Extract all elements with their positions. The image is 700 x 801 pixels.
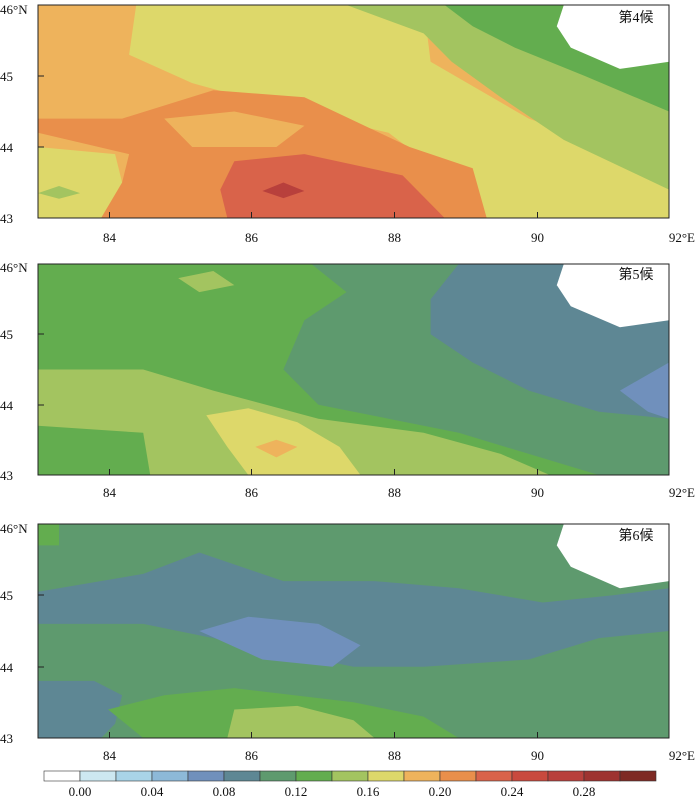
panel-1: 第4候 84 86 88 90 92°E 46°N 45 44 43 bbox=[0, 2, 695, 245]
contour-region bbox=[129, 5, 669, 218]
colorbar: 0.00 0.04 0.08 0.12 0.16 0.20 0.24 0.28 bbox=[43, 770, 657, 799]
colorbar-swatch bbox=[43, 770, 81, 782]
colorbar-swatch bbox=[79, 770, 117, 782]
colorbar-swatch bbox=[331, 770, 369, 782]
x-tick-label: 88 bbox=[388, 230, 401, 245]
y-axis: 46°N 45 44 43 bbox=[0, 521, 44, 746]
no-data-region bbox=[556, 524, 669, 589]
contour-region bbox=[38, 147, 123, 218]
contour-region bbox=[38, 552, 669, 667]
contour-region bbox=[220, 154, 445, 218]
colorbar-swatch bbox=[151, 770, 189, 782]
y-tick-label: 45 bbox=[0, 69, 13, 84]
y-tick-label: 46°N bbox=[0, 521, 28, 536]
y-tick-label: 44 bbox=[0, 660, 14, 675]
x-tick-label: 86 bbox=[245, 748, 259, 763]
y-tick-label: 43 bbox=[0, 211, 13, 226]
contour-region bbox=[262, 182, 305, 199]
y-tick-label: 46°N bbox=[0, 260, 28, 275]
panel-label: 第4候 bbox=[619, 9, 654, 26]
x-tick-label: 84 bbox=[103, 748, 117, 763]
colorbar-label: 0.20 bbox=[429, 784, 452, 799]
x-tick-label: 92°E bbox=[669, 485, 695, 500]
x-tick-label: 86 bbox=[245, 230, 259, 245]
y-axis: 46°N 45 44 43 bbox=[0, 260, 44, 483]
contour-region bbox=[206, 408, 361, 475]
colorbar-swatch bbox=[547, 770, 585, 782]
x-axis: 84 86 88 90 92°E bbox=[103, 732, 695, 763]
contour-region bbox=[38, 524, 59, 546]
panel-2: 第5候 84 86 88 90 92°E 46°N 45 44 43 bbox=[0, 260, 695, 500]
colorbar-swatch bbox=[295, 770, 333, 782]
colorbar-swatch bbox=[223, 770, 261, 782]
colorbar-label: 0.16 bbox=[357, 784, 380, 799]
panel-frame bbox=[37, 523, 670, 739]
x-axis: 84 86 88 90 92°E bbox=[103, 469, 695, 500]
colorbar-label: 0.00 bbox=[69, 784, 92, 799]
colorbar-label: 0.08 bbox=[213, 784, 236, 799]
panel-label: 第6候 bbox=[619, 527, 654, 544]
x-tick-label: 90 bbox=[531, 230, 544, 245]
panel-3: 第6候 84 86 88 90 92°E 46°N 45 44 43 bbox=[0, 521, 695, 763]
x-tick-label: 86 bbox=[245, 485, 259, 500]
y-tick-label: 44 bbox=[0, 398, 14, 413]
colorbar-swatch bbox=[439, 770, 477, 782]
x-tick-label: 92°E bbox=[669, 230, 695, 245]
colorbar-label: 0.28 bbox=[573, 784, 596, 799]
colorbar-swatch bbox=[403, 770, 441, 782]
contour-regions bbox=[38, 5, 669, 218]
x-tick-label: 88 bbox=[388, 748, 401, 763]
x-tick-label: 84 bbox=[103, 230, 117, 245]
y-tick-label: 43 bbox=[0, 731, 13, 746]
colorbar-labels: 0.00 0.04 0.08 0.12 0.16 0.20 0.24 0.28 bbox=[69, 784, 596, 799]
contour-region bbox=[255, 439, 298, 458]
colorbar-swatch bbox=[187, 770, 225, 782]
colorbar-label: 0.04 bbox=[141, 784, 164, 799]
colorbar-swatch bbox=[511, 770, 549, 782]
colorbar-swatch bbox=[619, 770, 657, 782]
y-tick-label: 45 bbox=[0, 588, 13, 603]
colorbar-label: 0.12 bbox=[285, 784, 308, 799]
y-tick-label: 46°N bbox=[0, 2, 28, 17]
contour-region bbox=[178, 271, 235, 293]
panel-frame bbox=[37, 263, 670, 476]
x-axis: 84 86 88 90 92°E bbox=[103, 212, 695, 245]
contour-region bbox=[227, 705, 375, 738]
contour-region bbox=[38, 186, 81, 199]
contour-regions bbox=[38, 524, 669, 738]
y-tick-label: 43 bbox=[0, 468, 13, 483]
colorbar-swatch bbox=[475, 770, 513, 782]
contour-region bbox=[619, 362, 669, 419]
x-tick-label: 84 bbox=[103, 485, 117, 500]
y-tick-label: 44 bbox=[0, 140, 14, 155]
colorbar-swatches bbox=[43, 770, 657, 782]
colorbar-swatch bbox=[367, 770, 405, 782]
x-tick-label: 92°E bbox=[669, 748, 695, 763]
contour-region bbox=[38, 680, 123, 738]
y-tick-label: 45 bbox=[0, 327, 13, 342]
x-tick-label: 88 bbox=[388, 485, 401, 500]
contour-region bbox=[199, 616, 361, 667]
x-tick-label: 90 bbox=[531, 748, 544, 763]
colorbar-label: 0.24 bbox=[501, 784, 524, 799]
colorbar-swatch bbox=[583, 770, 621, 782]
no-data-region bbox=[556, 264, 669, 328]
panel-frame bbox=[37, 4, 670, 219]
y-axis: 46°N 45 44 43 bbox=[0, 2, 44, 226]
no-data-region bbox=[556, 5, 669, 69]
contour-regions bbox=[38, 264, 669, 475]
colorbar-swatch bbox=[259, 770, 297, 782]
colorbar-swatch bbox=[115, 770, 153, 782]
panel-label: 第5候 bbox=[619, 266, 654, 283]
contour-region bbox=[164, 111, 305, 147]
x-tick-label: 90 bbox=[531, 485, 544, 500]
